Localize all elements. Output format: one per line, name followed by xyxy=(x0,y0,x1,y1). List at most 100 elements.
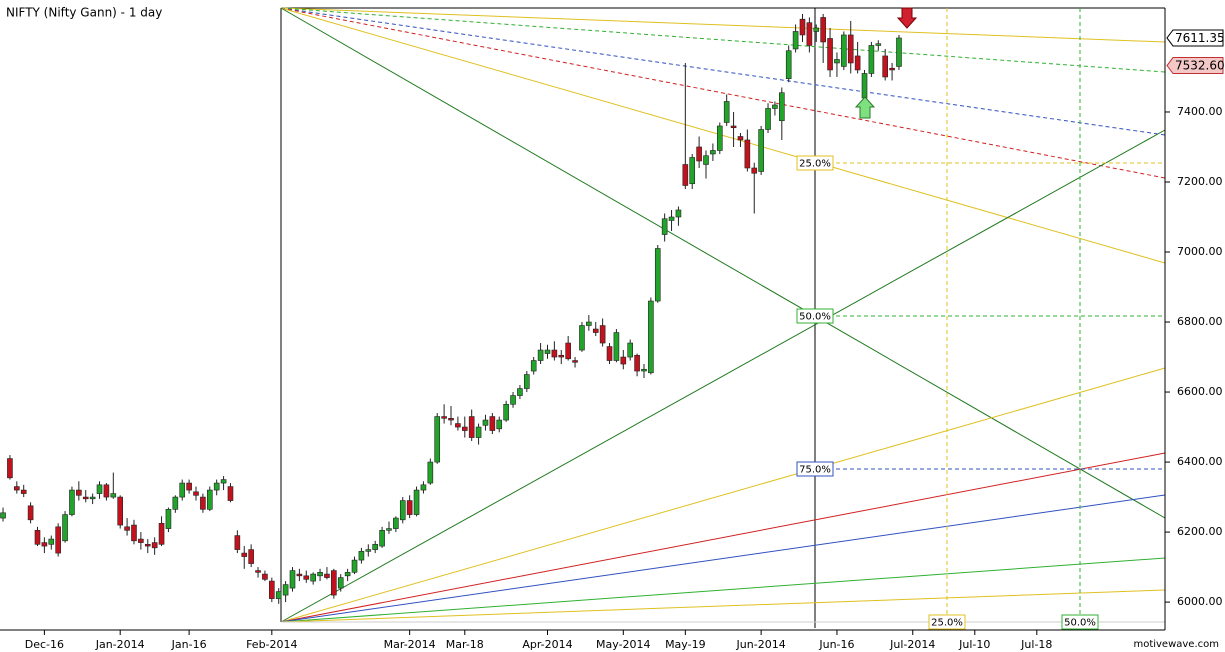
candle-body xyxy=(813,27,820,32)
candle-body xyxy=(896,37,902,67)
candle-body xyxy=(275,591,282,599)
candle-body xyxy=(179,482,186,498)
x-tick-label: Mar-18 xyxy=(446,638,484,651)
candle-body xyxy=(875,43,882,46)
candle-body xyxy=(351,559,358,573)
candle-body xyxy=(186,482,192,491)
candle-body xyxy=(517,388,523,396)
candle-body xyxy=(14,486,20,491)
candle-body xyxy=(861,73,868,99)
candle-body xyxy=(772,104,778,109)
y-tick-label: 7200.00 xyxy=(1177,175,1223,188)
x-tick-label: Jul-10 xyxy=(958,638,990,651)
candle-body xyxy=(406,500,413,515)
candle-body xyxy=(730,125,737,129)
candle-body xyxy=(413,489,420,515)
candle-body xyxy=(7,458,13,479)
candle-body xyxy=(103,484,110,498)
candle-body xyxy=(634,354,640,372)
candle-body xyxy=(744,139,751,169)
candle-body xyxy=(689,157,696,185)
x-tick-label: Jul-2014 xyxy=(889,638,935,651)
candle-body xyxy=(117,496,123,526)
candle-body xyxy=(248,549,254,564)
price-label: 7532.60 xyxy=(1175,59,1225,73)
candle-body xyxy=(344,572,351,577)
candle-body xyxy=(41,542,48,547)
y-tick-label: 6200.00 xyxy=(1177,525,1223,538)
candle-body xyxy=(448,417,454,421)
candle-body xyxy=(586,321,592,326)
candle-body xyxy=(372,544,378,550)
candle-body xyxy=(827,38,833,71)
candle-body xyxy=(206,489,213,510)
candle-body xyxy=(889,67,895,71)
candle-body xyxy=(358,551,365,561)
x-tick-label: May-2014 xyxy=(596,638,651,651)
candle-body xyxy=(882,55,888,78)
candle-body xyxy=(379,530,385,547)
candle-body xyxy=(158,523,165,545)
candle-body xyxy=(489,416,496,431)
candle-body xyxy=(475,426,482,438)
candle-body xyxy=(317,572,323,577)
candle-body xyxy=(310,573,316,582)
price-flag xyxy=(1166,29,1224,47)
y-tick-label: 6600.00 xyxy=(1177,385,1223,398)
level-label: 25.0% xyxy=(799,159,831,170)
candle-body xyxy=(565,342,571,360)
candle-body xyxy=(648,300,654,374)
candle-body xyxy=(220,479,227,484)
candle-body xyxy=(661,218,668,235)
candle-body xyxy=(131,524,137,542)
candle-body xyxy=(0,512,6,519)
y-tick-label: 6800.00 xyxy=(1177,315,1223,328)
y-tick-label: 7000.00 xyxy=(1177,245,1223,258)
candle-body xyxy=(675,209,682,218)
price-flag xyxy=(1166,57,1224,75)
y-tick-label: 6400.00 xyxy=(1177,455,1223,468)
level-box xyxy=(796,308,834,324)
fan-line xyxy=(280,7,1166,264)
candle-body xyxy=(393,517,399,529)
x-tick-label: Apr-2014 xyxy=(522,638,572,651)
candle-body xyxy=(779,92,785,122)
candle-body xyxy=(737,136,744,141)
x-tick-label: May-19 xyxy=(665,638,706,651)
candle-body xyxy=(241,552,248,557)
candle-body xyxy=(69,489,75,515)
candle-body xyxy=(606,346,613,361)
candle-body xyxy=(193,491,199,496)
candle-body xyxy=(503,403,509,421)
candle-body xyxy=(723,101,730,123)
candle-body xyxy=(468,416,475,438)
level-labels: 25.0% 50.0% 75.0% 25.0% 50.0% xyxy=(796,155,1099,630)
x-tick-label: Feb-2014 xyxy=(246,638,297,651)
y-tick-label: 7400.00 xyxy=(1177,105,1223,118)
fan-line xyxy=(280,367,1166,623)
candle-body xyxy=(144,544,151,547)
candle-body xyxy=(296,573,303,577)
x-tick-label: Jun-2014 xyxy=(736,638,786,651)
candle-body xyxy=(255,570,261,573)
candle-body xyxy=(399,500,406,521)
candle-body xyxy=(48,538,55,545)
candle-body xyxy=(282,584,289,596)
candle-body xyxy=(165,509,172,529)
candle-body xyxy=(703,155,709,165)
candle-body xyxy=(110,493,117,498)
sell-arrow xyxy=(896,7,918,29)
candle-body xyxy=(854,55,861,71)
candle-body xyxy=(289,570,296,589)
candle-body xyxy=(82,496,89,500)
buy-arrow xyxy=(854,96,876,119)
candle-body xyxy=(758,129,764,172)
level-box xyxy=(796,461,834,477)
candle-body xyxy=(262,573,268,580)
candle-body xyxy=(89,496,96,500)
x-tick-label: Jul-18 xyxy=(1020,638,1052,651)
candle-body xyxy=(124,526,130,531)
level-label: 50.0% xyxy=(799,312,831,323)
candle-body xyxy=(613,332,620,361)
